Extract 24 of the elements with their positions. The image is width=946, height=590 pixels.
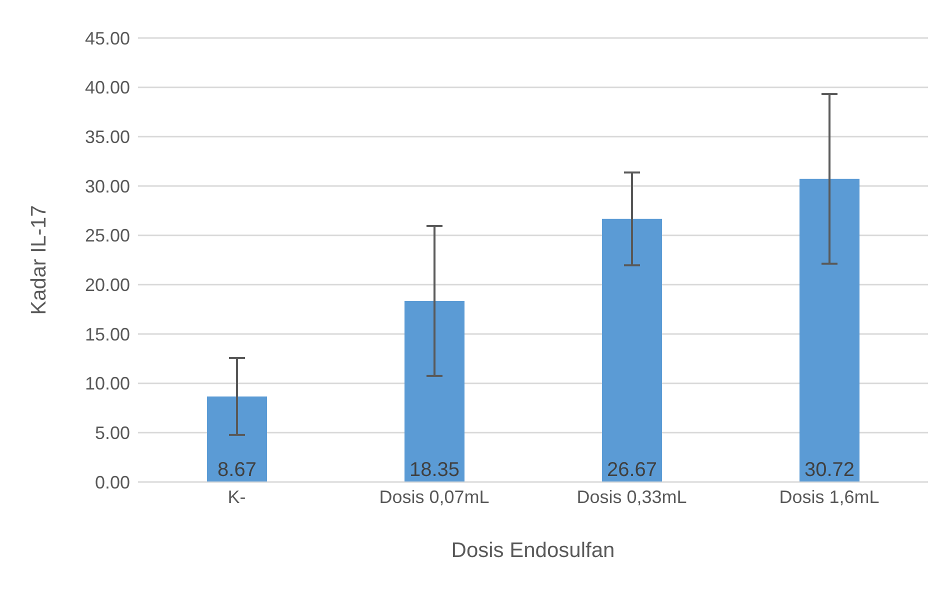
y-tick-label: 5.00 [94, 423, 130, 444]
x-axis-title: Dosis Endosulfan [451, 539, 615, 562]
data-label: 8.67 [218, 459, 256, 481]
x-tick-label: Dosis 0,07mL [379, 486, 490, 507]
y-tick-label: 15.00 [84, 324, 130, 344]
y-tick-label: 25.00 [84, 226, 130, 246]
y-tick-label: 45.00 [84, 28, 130, 48]
x-tick-label: Dosis 1,6mL [779, 486, 880, 507]
y-tick-label: 30.00 [84, 176, 130, 196]
y-tick-label: 10.00 [84, 374, 130, 394]
bar [404, 300, 464, 482]
x-tick-label: K- [228, 486, 246, 507]
data-label: 26.67 [606, 459, 658, 481]
y-tick-label: 0.00 [94, 472, 130, 492]
x-tick-label: Dosis 0,33mL [576, 486, 687, 507]
bar [207, 396, 267, 482]
data-label: 18.35 [409, 459, 460, 481]
y-axis-title: Kadar IL-17 [27, 205, 50, 315]
y-tick-label: 40.00 [84, 78, 130, 98]
bar [602, 218, 662, 482]
y-tick-label: 20.00 [84, 275, 130, 296]
bar [800, 178, 860, 482]
data-label: 30.72 [804, 459, 855, 481]
y-tick-label: 35.00 [84, 127, 130, 148]
